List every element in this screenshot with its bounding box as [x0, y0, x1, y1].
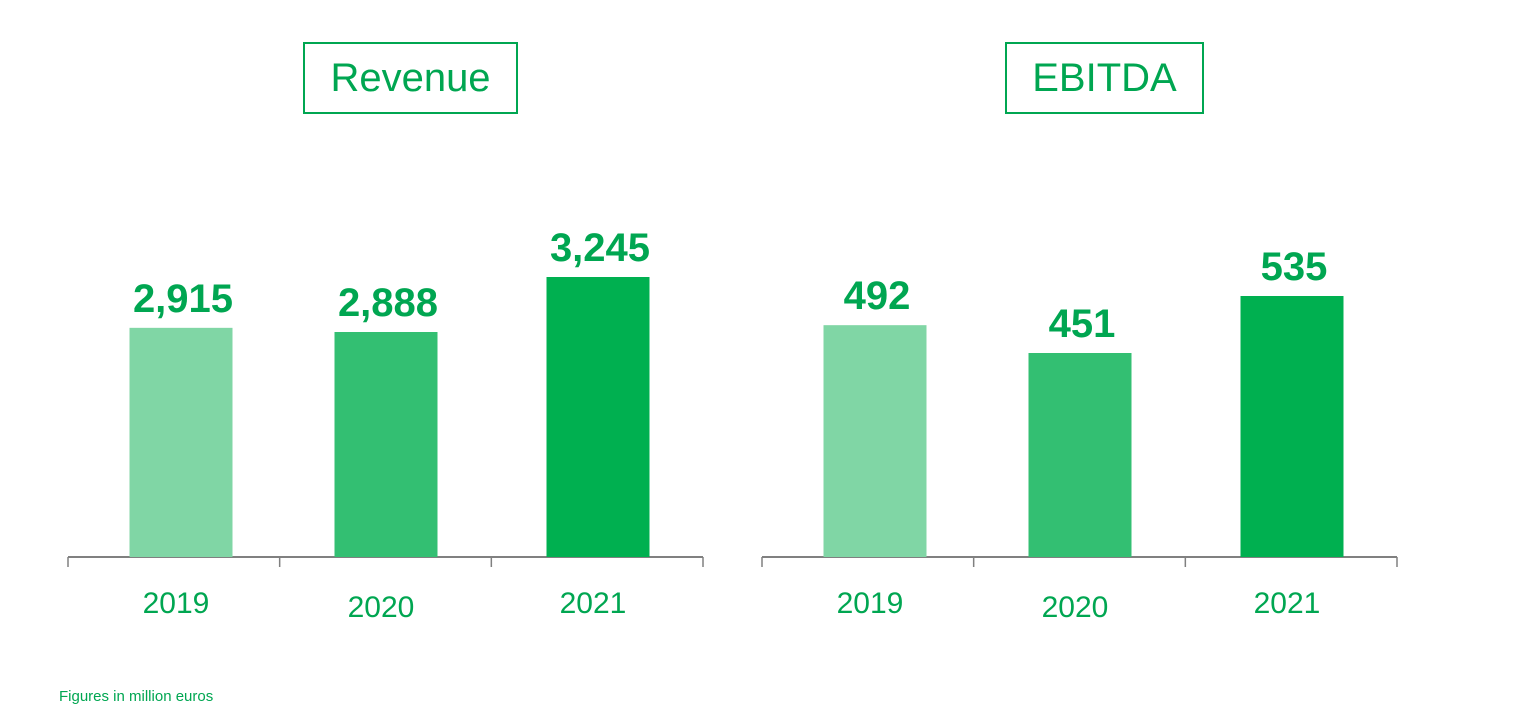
revenue-chart-title: Revenue [303, 42, 518, 114]
ebitda-category-label: 2021 [1254, 587, 1321, 620]
revenue-bar-2021 [546, 277, 650, 557]
ebitda-bar-2021 [1240, 296, 1344, 557]
ebitda-value-label: 535 [1261, 245, 1328, 289]
ebitda-value-label: 451 [1049, 302, 1116, 346]
ebitda-category-label: 2019 [837, 587, 904, 620]
revenue-bar-2019 [129, 327, 233, 557]
revenue-category-label: 2019 [143, 587, 210, 620]
revenue-category-label: 2020 [348, 591, 415, 624]
ebitda-bar-2020 [1028, 353, 1132, 557]
revenue-value-label: 3,245 [550, 226, 650, 270]
footnote: Figures in million euros [59, 688, 214, 705]
ebitda-bar-2019 [823, 325, 927, 557]
revenue-panel: 2,915 2019 2,888 2020 3,245 2021 [67, 226, 704, 624]
ebitda-panel: 492 2019 451 2020 535 2021 [761, 245, 1398, 624]
revenue-category-label: 2021 [560, 587, 627, 620]
ebitda-category-label: 2020 [1042, 591, 1109, 624]
ebitda-value-label: 492 [844, 274, 911, 318]
ebitda-chart-title: EBITDA [1005, 42, 1204, 114]
revenue-value-label: 2,915 [133, 277, 233, 321]
revenue-value-label: 2,888 [338, 281, 438, 325]
revenue-bar-2020 [334, 332, 438, 557]
